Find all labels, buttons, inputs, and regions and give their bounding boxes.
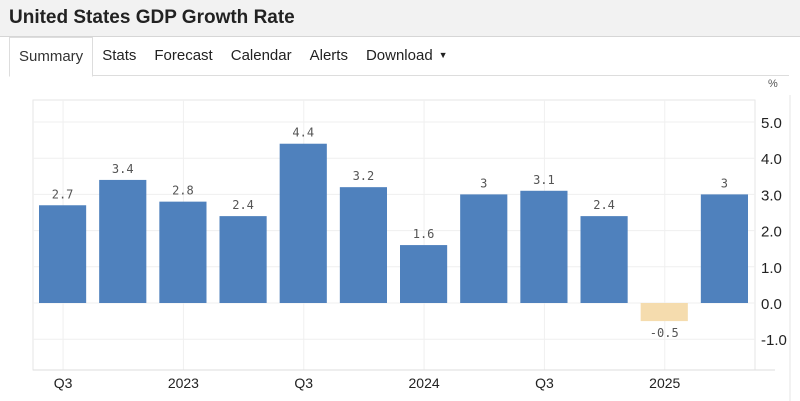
data-label: 3.2 [353, 169, 375, 183]
y-tick-label: 0.0 [761, 296, 782, 313]
data-label: 2.8 [172, 184, 194, 198]
bar-q4-2024 [580, 216, 628, 303]
bar-q3-2022 [39, 205, 87, 303]
bar-q2-2023 [219, 216, 267, 303]
bar-q2-2024 [460, 194, 508, 303]
tab-forecast[interactable]: Forecast [154, 47, 213, 64]
x-tick-label: 2024 [409, 375, 440, 391]
tab-stats[interactable]: Stats [102, 47, 137, 64]
bar-q4-2023 [339, 187, 387, 303]
bar-q2-2025 [700, 194, 748, 303]
y-tick-label: 4.0 [761, 151, 782, 168]
bar-q1-2025 [640, 303, 688, 322]
data-label: 1.6 [413, 227, 435, 241]
y-tick-label: 2.0 [761, 224, 782, 241]
download-label: Download [365, 47, 433, 64]
tab-summary[interactable]: Summary [9, 37, 94, 77]
y-tick-label: 3.0 [761, 187, 782, 204]
data-label: -0.5 [650, 326, 679, 340]
tab-alerts[interactable]: Alerts [309, 47, 348, 64]
y-tick-label: -1.0 [761, 332, 787, 349]
data-label: 2.4 [232, 198, 254, 212]
bar-q1-2023 [159, 201, 207, 303]
data-label: 3.1 [533, 173, 555, 187]
data-label: 3 [721, 176, 728, 190]
tab-calendar[interactable]: Calendar [230, 47, 292, 64]
page-header: United States GDP Growth Rate [0, 0, 800, 37]
x-tick-label: Q3 [535, 375, 554, 391]
y-tick-label: 5.0 [761, 115, 782, 132]
bar-q1-2024 [400, 245, 448, 303]
data-label: 2.7 [52, 187, 74, 201]
bar-q3-2023 [279, 143, 327, 303]
page-title: United States GDP Growth Rate [9, 7, 295, 28]
data-label: 3 [480, 176, 487, 190]
tab-bar: Summary Stats Forecast Calendar Alerts D… [9, 37, 789, 77]
x-tick-label: 2025 [649, 375, 680, 391]
x-tick-label: Q3 [294, 375, 313, 391]
y-unit-label: % [768, 78, 778, 90]
data-label: 3.4 [112, 162, 134, 176]
data-label: 2.4 [593, 198, 615, 212]
data-label: 4.4 [292, 126, 314, 140]
x-tick-label: Q3 [54, 375, 73, 391]
x-tick-label: 2023 [168, 375, 199, 391]
tab-download[interactable]: Download ▼ [357, 37, 457, 75]
bar-q3-2024 [520, 190, 568, 303]
bar-q4-2022 [99, 179, 147, 303]
y-tick-label: 1.0 [761, 260, 782, 277]
caret-down-icon: ▼ [438, 50, 448, 60]
